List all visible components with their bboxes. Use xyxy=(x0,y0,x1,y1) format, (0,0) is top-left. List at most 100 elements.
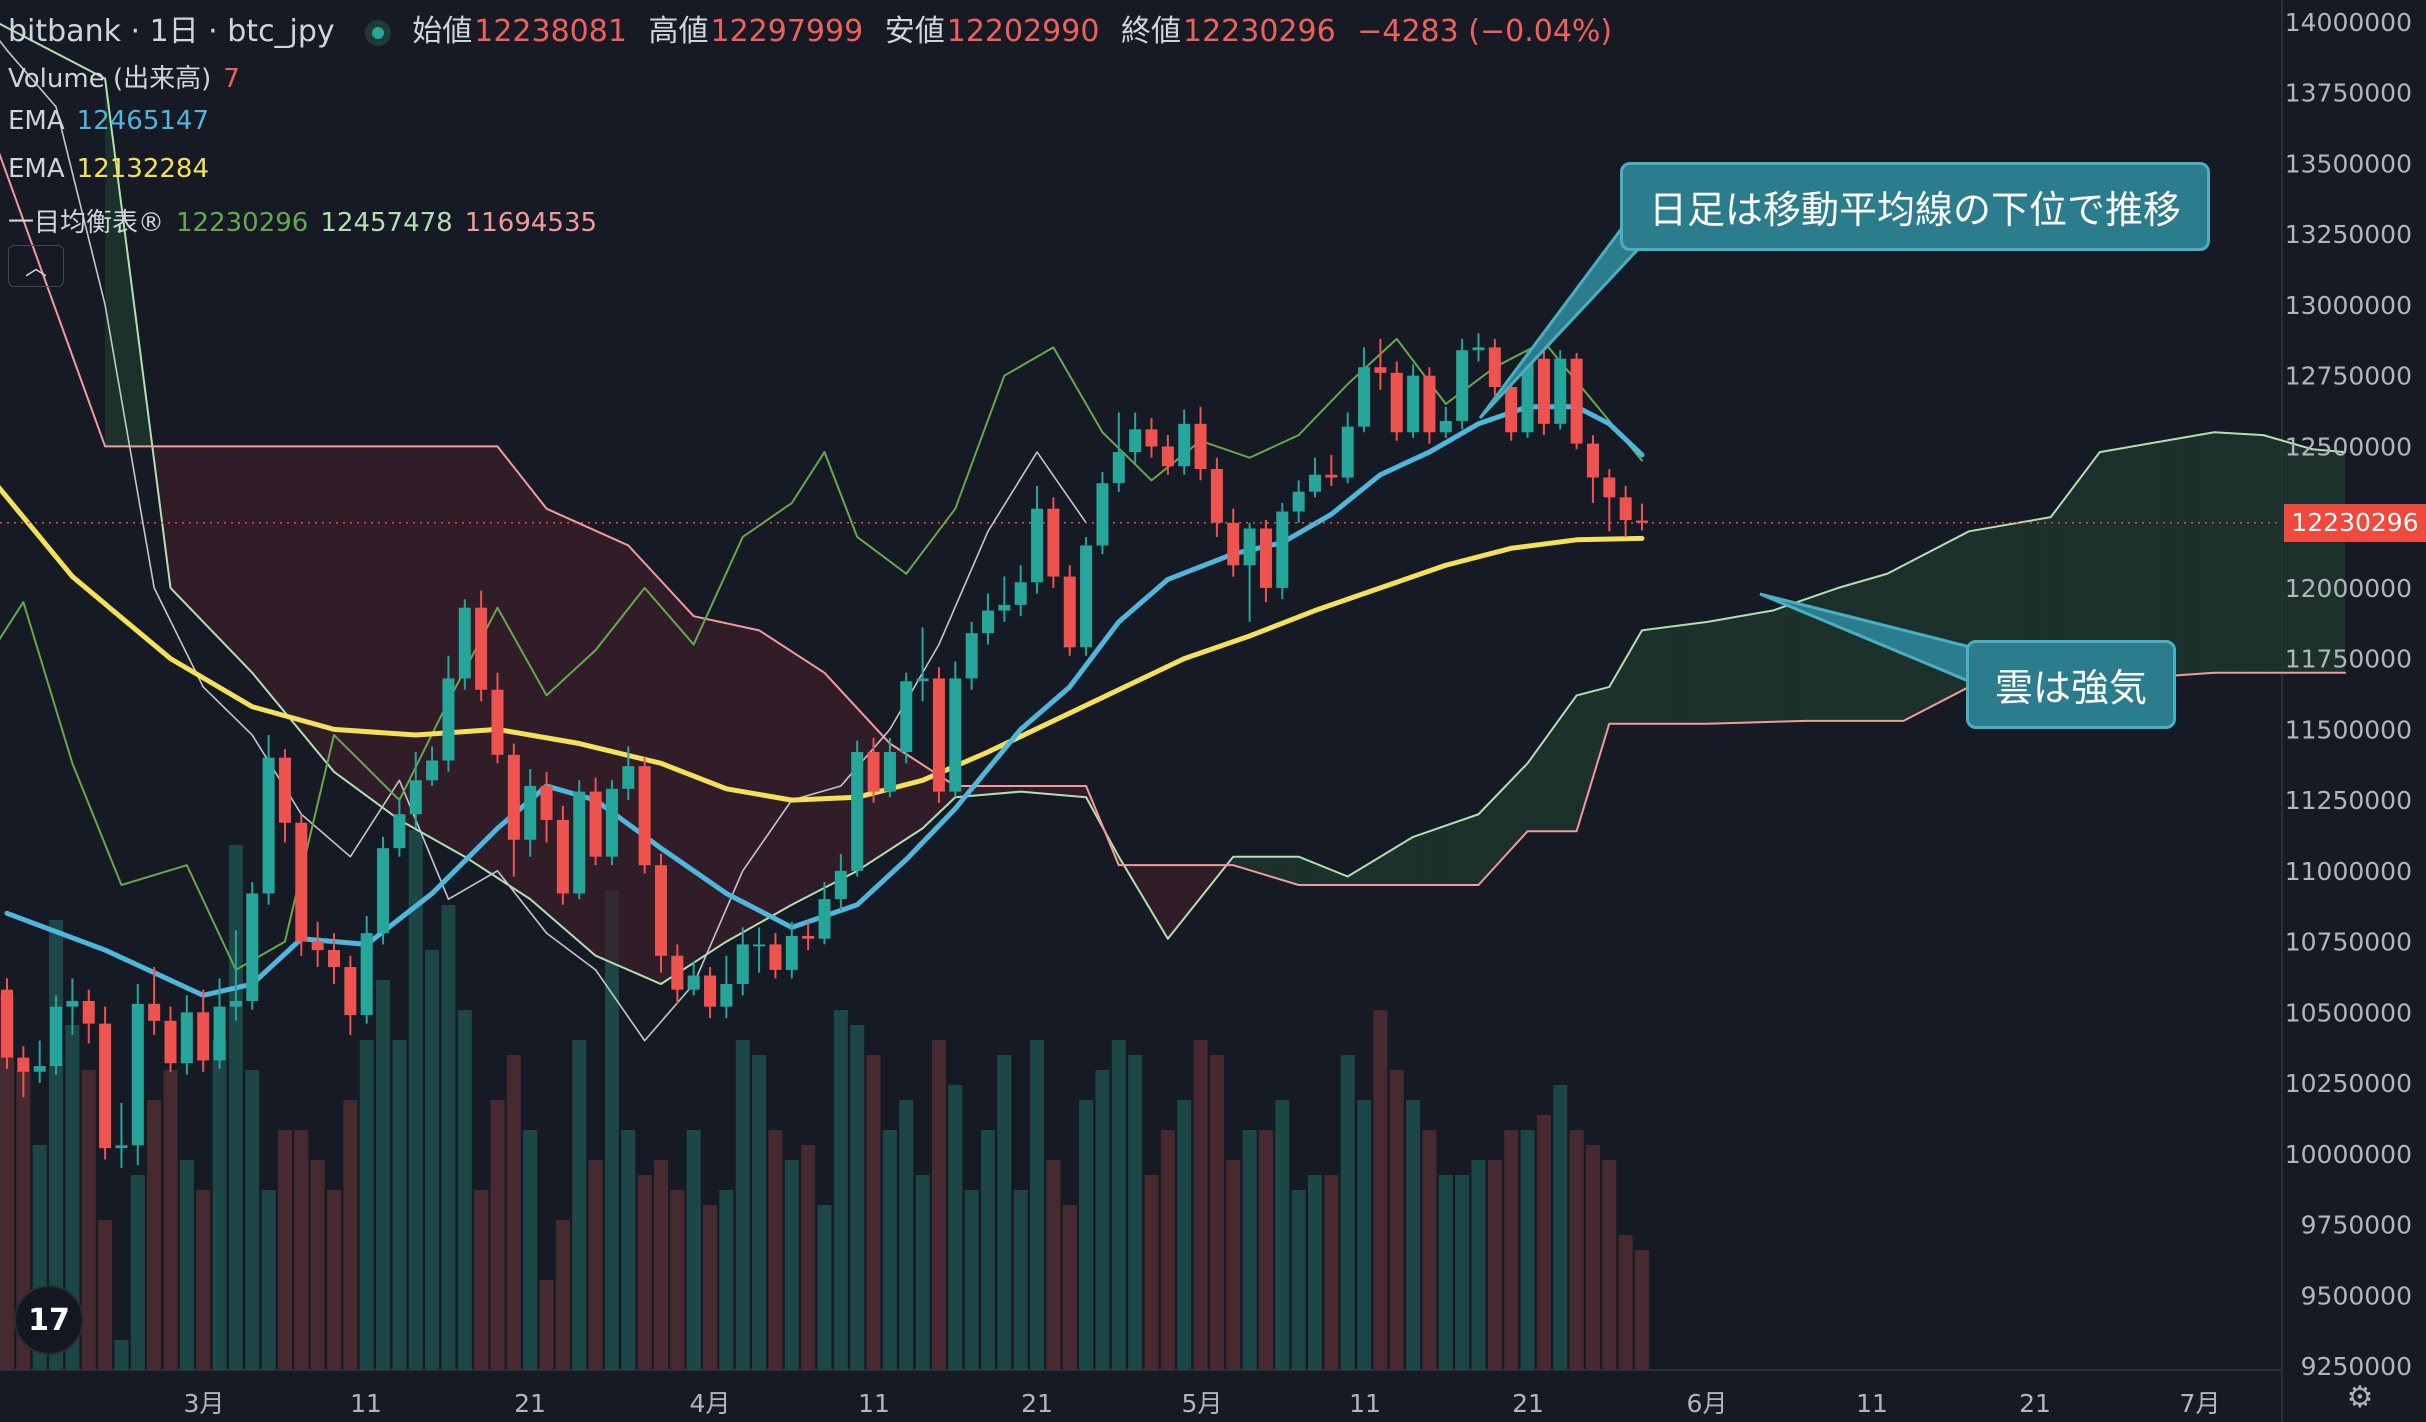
cloud-segment xyxy=(2058,495,2068,679)
volume-bar xyxy=(327,1190,341,1370)
cloud-segment xyxy=(2279,439,2288,673)
cloud-segment xyxy=(1691,622,1700,724)
cloud-segment xyxy=(219,446,228,648)
volume-bar xyxy=(474,1190,489,1370)
cloud-segment xyxy=(693,616,702,963)
tradingview-logo-icon[interactable]: 17 xyxy=(14,1285,84,1355)
price-tick-label: 13000000 xyxy=(2285,291,2412,320)
cloud-segment xyxy=(2197,433,2207,674)
symbol-line[interactable]: bitbank · 1日 · btc_jpy xyxy=(8,14,335,49)
symbol-legend[interactable]: bitbank · 1日 · btc_jpy 始値12238081 高値1229… xyxy=(8,6,1624,50)
cloud-segment xyxy=(1731,616,1741,724)
cloud-segment xyxy=(2116,447,2125,679)
cloud-segment xyxy=(1682,623,1692,724)
cloud-segment xyxy=(816,667,825,893)
cloud-segment xyxy=(334,446,343,778)
candle-body xyxy=(262,757,275,894)
cloud-segment xyxy=(1004,785,1013,794)
cloud-segment xyxy=(1936,544,1945,704)
cloud-segment xyxy=(1584,691,1593,805)
volume-bar xyxy=(1275,1100,1290,1370)
lagging-span-line xyxy=(0,39,1087,1042)
candle-body xyxy=(1309,474,1321,492)
cloud-segment xyxy=(2304,446,2313,673)
candle-body xyxy=(802,935,815,939)
cloud-segment xyxy=(1699,621,1708,724)
cloud-segment xyxy=(1282,856,1291,883)
cloud-segment xyxy=(1780,604,1790,722)
candle-body xyxy=(311,941,324,951)
cloud-segment xyxy=(1944,539,1953,700)
candle-body xyxy=(164,1020,177,1064)
candle-body xyxy=(1047,508,1060,577)
open-label: 始値 xyxy=(412,14,473,49)
cloud-segment xyxy=(1576,693,1585,832)
candle-body xyxy=(82,1000,95,1024)
cloud-segment xyxy=(1135,865,1144,898)
volume-bar xyxy=(866,1055,881,1370)
candle-body xyxy=(278,757,291,823)
cloud-segment xyxy=(1478,805,1487,885)
candle-body xyxy=(851,752,864,871)
high-label: 高値 xyxy=(648,14,709,49)
cloud-segment xyxy=(742,626,751,933)
cloud-segment xyxy=(2296,444,2305,673)
cloud-segment xyxy=(2107,449,2117,679)
indicator-name: EMA xyxy=(8,106,65,136)
volume-bar xyxy=(0,995,14,1370)
volume-bar xyxy=(1226,1160,1241,1370)
volume-bar xyxy=(1389,1070,1404,1370)
volume-bar xyxy=(1520,1130,1535,1370)
volume-bar xyxy=(163,1070,178,1370)
cloud-segment xyxy=(1020,785,1029,793)
price-tick-label: 9750000 xyxy=(2301,1211,2412,1240)
cloud-segment xyxy=(1257,856,1266,876)
cloud-segment xyxy=(1437,825,1446,885)
cloud-segment xyxy=(440,446,449,848)
volume-bar xyxy=(65,1025,80,1370)
volume-bar xyxy=(1144,1175,1159,1370)
collapse-legend-button[interactable]: ︿ xyxy=(8,245,64,287)
cloud-segment xyxy=(2328,450,2337,673)
candle-body xyxy=(1537,358,1550,424)
cloud-segment xyxy=(1601,686,1610,751)
indicator-legend-ichimoku[interactable]: 一目均衡表® 12230296 12457478 11694535 xyxy=(8,202,609,239)
cloud-segment xyxy=(284,446,294,723)
cloud-segment xyxy=(1560,706,1569,832)
volume-bar xyxy=(555,1220,570,1370)
cloud-segment xyxy=(399,446,408,825)
cloud-segment xyxy=(628,545,637,974)
cloud-segment xyxy=(1486,797,1495,877)
cloud-segment xyxy=(1151,865,1160,926)
cloud-segment xyxy=(105,78,114,447)
cloud-segment xyxy=(2214,432,2223,673)
candle-body xyxy=(900,681,913,753)
cloud-segment xyxy=(301,446,310,743)
cloud-segment xyxy=(1568,695,1577,832)
price-tick-label: 11000000 xyxy=(2285,857,2412,886)
cloud-segment xyxy=(358,446,367,796)
candle-body xyxy=(720,984,733,1007)
cloud-segment xyxy=(2206,432,2215,674)
indicator-legend-ema-fast[interactable]: EMA 12465147 xyxy=(8,106,221,136)
settings-gear-icon[interactable]: ⚙ xyxy=(2346,1380,2374,1415)
callout-bottom: 雲は強気 xyxy=(1966,640,2177,729)
volume-bar xyxy=(981,1130,995,1370)
candle-body xyxy=(328,950,340,968)
candle-body xyxy=(17,1057,30,1072)
price-axis[interactable]: 14000000 13750000 13500000 13250000 13000000… xyxy=(2285,8,2412,1381)
volume-bar xyxy=(768,1130,783,1370)
candle-body xyxy=(524,785,537,840)
indicator-name: 一目均衡表® xyxy=(8,208,165,238)
high-value: 12297999 xyxy=(710,14,864,49)
cloud-segment xyxy=(1674,625,1683,724)
leading-span-a-line xyxy=(0,22,2347,986)
volume-bar xyxy=(686,1130,701,1370)
indicator-legend-volume[interactable]: Volume (出来高) 7 xyxy=(8,58,252,95)
cloud-segment xyxy=(1274,856,1283,881)
candle-body xyxy=(1325,474,1338,478)
indicator-legend-ema-slow[interactable]: EMA 12132284 xyxy=(8,154,221,184)
volume-bar xyxy=(408,830,423,1370)
time-axis[interactable]: 3月 11 21 4月 11 21 5月 11 21 6月 11 21 7月 xyxy=(184,1389,2221,1418)
